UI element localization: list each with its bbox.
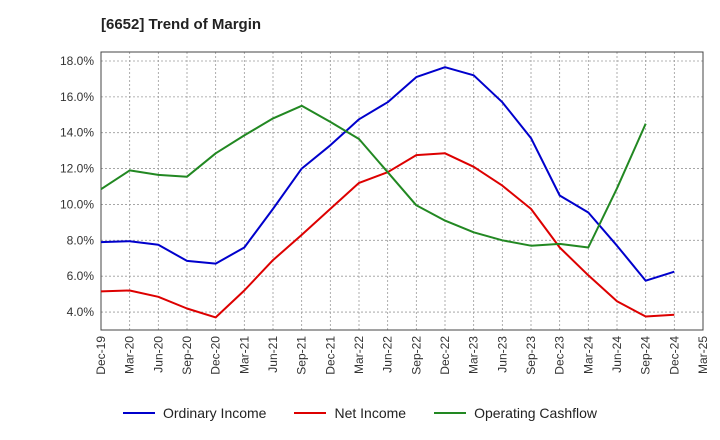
x-tick-label: Dec-23 — [553, 336, 567, 375]
x-tick-label: Mar-23 — [467, 336, 481, 374]
x-tick-label: Jun-22 — [381, 336, 395, 373]
x-tick-label: Dec-20 — [209, 336, 223, 375]
x-axis-ticks: Dec-19 Mar-20 Jun-20 Sep-20 Dec-20 Mar-21 Jun-… — [94, 336, 710, 375]
y-tick-label: 14.0% — [60, 126, 94, 140]
x-tick-label: Sep-24 — [639, 336, 653, 375]
x-tick-label: Mar-24 — [581, 336, 595, 374]
legend-swatch — [122, 412, 155, 414]
operating-cashflow-line — [100, 104, 647, 249]
ordinary-income-line — [100, 66, 675, 282]
y-tick-label: 16.0% — [60, 90, 94, 104]
y-tick-label: 6.0% — [67, 269, 95, 283]
x-tick-label: Jun-24 — [610, 336, 624, 373]
legend-label: Operating Cashflow — [474, 405, 598, 421]
plot-area-frame — [100, 51, 704, 331]
legend-item-operating-cashflow: Operating Cashflow — [434, 405, 597, 421]
legend: Ordinary Income Net Income Operating Cashf… — [0, 405, 720, 421]
y-tick-label: 10.0% — [60, 197, 94, 211]
x-tick-label: Sep-20 — [180, 336, 194, 375]
chart-title: [6652] Trend of Margin — [101, 16, 262, 33]
x-tick-label: Mar-22 — [352, 336, 366, 374]
x-tick-label: Dec-19 — [94, 336, 108, 375]
x-tick-label: Jun-20 — [151, 336, 165, 373]
x-tick-label: Sep-23 — [524, 336, 538, 375]
x-tick-label: Sep-21 — [295, 336, 309, 375]
x-tick-label: Dec-21 — [323, 336, 337, 375]
x-tick-label: Jun-21 — [266, 336, 280, 373]
y-tick-label: 12.0% — [60, 162, 94, 176]
series-lines — [100, 66, 675, 319]
x-tick-label: Mar-21 — [237, 336, 251, 374]
legend-item-ordinary-income: Ordinary Income — [122, 405, 267, 421]
x-tick-label: Dec-22 — [438, 336, 452, 375]
y-tick-label: 18.0% — [60, 54, 94, 68]
x-tick-label: Mar-20 — [123, 336, 137, 374]
y-axis-ticks: 4.0% 6.0% 8.0% 10.0% 12.0% 14.0% 16.0% 18.0% — [60, 54, 94, 319]
legend-item-net-income: Net Income — [294, 405, 406, 421]
x-tick-label: Jun-23 — [495, 336, 509, 373]
x-tick-label: Sep-22 — [409, 336, 423, 375]
legend-label: Net Income — [334, 405, 407, 421]
y-tick-label: 8.0% — [67, 233, 95, 247]
legend-label: Ordinary Income — [162, 405, 267, 421]
x-tick-label: Dec-24 — [667, 336, 681, 375]
x-tick-label: Mar-25 — [696, 336, 710, 374]
legend-swatch — [434, 412, 467, 414]
grid-lines — [101, 52, 703, 330]
legend-swatch — [294, 412, 327, 414]
y-tick-label: 4.0% — [67, 305, 95, 319]
